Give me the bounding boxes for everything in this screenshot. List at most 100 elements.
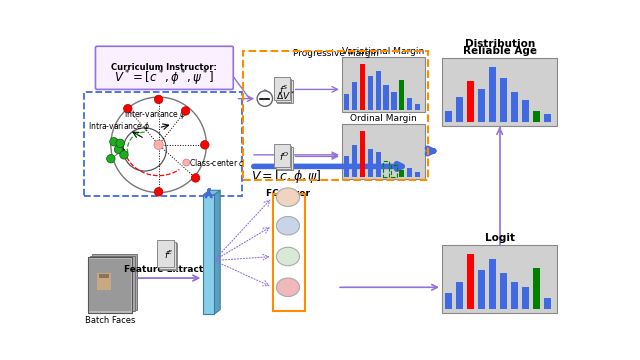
Bar bbox=[90, 259, 131, 311]
Circle shape bbox=[109, 138, 118, 146]
Bar bbox=[477, 270, 485, 309]
Bar bbox=[445, 111, 452, 122]
Bar bbox=[97, 273, 111, 289]
Bar bbox=[360, 64, 365, 110]
Bar bbox=[392, 165, 397, 177]
Bar bbox=[399, 80, 404, 110]
Ellipse shape bbox=[276, 216, 300, 235]
Circle shape bbox=[124, 104, 132, 113]
Bar bbox=[342, 124, 425, 180]
Ellipse shape bbox=[276, 247, 300, 266]
Text: Class-center $c$: Class-center $c$ bbox=[189, 157, 245, 168]
Circle shape bbox=[154, 188, 163, 196]
Bar bbox=[511, 92, 518, 122]
Bar bbox=[399, 170, 404, 177]
Bar bbox=[392, 91, 397, 110]
Bar bbox=[274, 77, 289, 100]
Text: $f^E$: $f^E$ bbox=[164, 249, 174, 261]
Circle shape bbox=[116, 139, 124, 148]
Circle shape bbox=[154, 140, 163, 149]
Bar bbox=[532, 267, 540, 309]
Text: $f^S$: $f^S$ bbox=[279, 83, 289, 96]
Bar bbox=[352, 145, 357, 177]
Bar bbox=[360, 131, 365, 177]
Text: Batch Faces: Batch Faces bbox=[85, 316, 135, 325]
Bar bbox=[442, 58, 557, 126]
Bar bbox=[157, 240, 174, 267]
Text: Logit: Logit bbox=[484, 233, 515, 243]
Text: Variational Margin: Variational Margin bbox=[342, 46, 424, 55]
Text: Reliable Age: Reliable Age bbox=[463, 46, 537, 56]
Bar bbox=[88, 257, 132, 313]
Circle shape bbox=[183, 159, 190, 166]
Circle shape bbox=[191, 174, 200, 182]
Bar bbox=[342, 57, 425, 112]
Circle shape bbox=[181, 107, 190, 115]
Text: FC Layer: FC Layer bbox=[266, 189, 310, 198]
Circle shape bbox=[257, 91, 273, 106]
Bar bbox=[477, 89, 485, 122]
FancyBboxPatch shape bbox=[95, 46, 234, 89]
Bar bbox=[204, 195, 214, 314]
Bar bbox=[500, 273, 507, 309]
Circle shape bbox=[115, 145, 123, 154]
Ellipse shape bbox=[276, 278, 300, 297]
Bar bbox=[274, 144, 289, 167]
Bar bbox=[456, 97, 463, 122]
Bar bbox=[276, 78, 291, 102]
Text: Progressive Margin: Progressive Margin bbox=[292, 49, 379, 58]
Bar bbox=[99, 274, 109, 278]
Bar bbox=[276, 145, 291, 169]
Bar bbox=[467, 81, 474, 122]
Circle shape bbox=[154, 95, 163, 104]
Circle shape bbox=[120, 150, 128, 159]
Bar bbox=[544, 298, 551, 309]
Bar bbox=[367, 149, 372, 177]
Circle shape bbox=[200, 141, 209, 149]
Bar bbox=[383, 161, 388, 177]
Bar bbox=[407, 168, 412, 177]
Text: $\Delta V^*$: $\Delta V^*$ bbox=[276, 89, 295, 102]
Bar bbox=[277, 80, 292, 103]
Text: Feature Extractor: Feature Extractor bbox=[124, 265, 214, 274]
Text: $V^* = [c^*, \phi^*, \psi^*]$: $V^* = [c^*, \phi^*, \psi^*]$ bbox=[114, 69, 214, 89]
Bar bbox=[352, 82, 357, 110]
Bar bbox=[344, 156, 349, 177]
Bar bbox=[467, 254, 474, 309]
Bar bbox=[489, 259, 496, 309]
Text: Curriculum Instructor:: Curriculum Instructor: bbox=[111, 63, 217, 72]
Bar bbox=[92, 254, 137, 310]
Bar bbox=[511, 282, 518, 309]
Bar bbox=[544, 114, 551, 122]
Circle shape bbox=[107, 154, 115, 163]
Bar bbox=[88, 257, 132, 313]
Text: $f^O$: $f^O$ bbox=[279, 150, 289, 163]
Bar bbox=[367, 76, 372, 110]
Bar bbox=[160, 243, 177, 270]
Bar bbox=[522, 100, 529, 122]
Ellipse shape bbox=[276, 188, 300, 206]
Bar bbox=[90, 256, 135, 311]
Text: Distribution: Distribution bbox=[465, 39, 535, 49]
Bar bbox=[415, 172, 420, 177]
Text: $V = [c, \phi, \psi]$: $V = [c, \phi, \psi]$ bbox=[251, 168, 322, 185]
Bar bbox=[445, 293, 452, 309]
Bar bbox=[489, 67, 496, 122]
Bar bbox=[407, 98, 412, 110]
Bar bbox=[277, 147, 292, 170]
Text: Intra-variance $\phi$: Intra-variance $\phi$ bbox=[88, 120, 150, 133]
Bar bbox=[522, 287, 529, 309]
Polygon shape bbox=[214, 190, 220, 314]
Bar bbox=[344, 94, 349, 110]
Bar bbox=[500, 78, 507, 122]
Bar bbox=[376, 152, 381, 177]
Bar bbox=[159, 242, 175, 269]
Bar bbox=[456, 282, 463, 309]
Bar bbox=[376, 71, 381, 110]
Bar bbox=[383, 85, 388, 110]
Bar bbox=[415, 104, 420, 110]
Bar bbox=[532, 111, 540, 122]
Polygon shape bbox=[204, 190, 220, 195]
Bar bbox=[442, 245, 557, 313]
Text: Ordinal Margin: Ordinal Margin bbox=[350, 113, 417, 122]
